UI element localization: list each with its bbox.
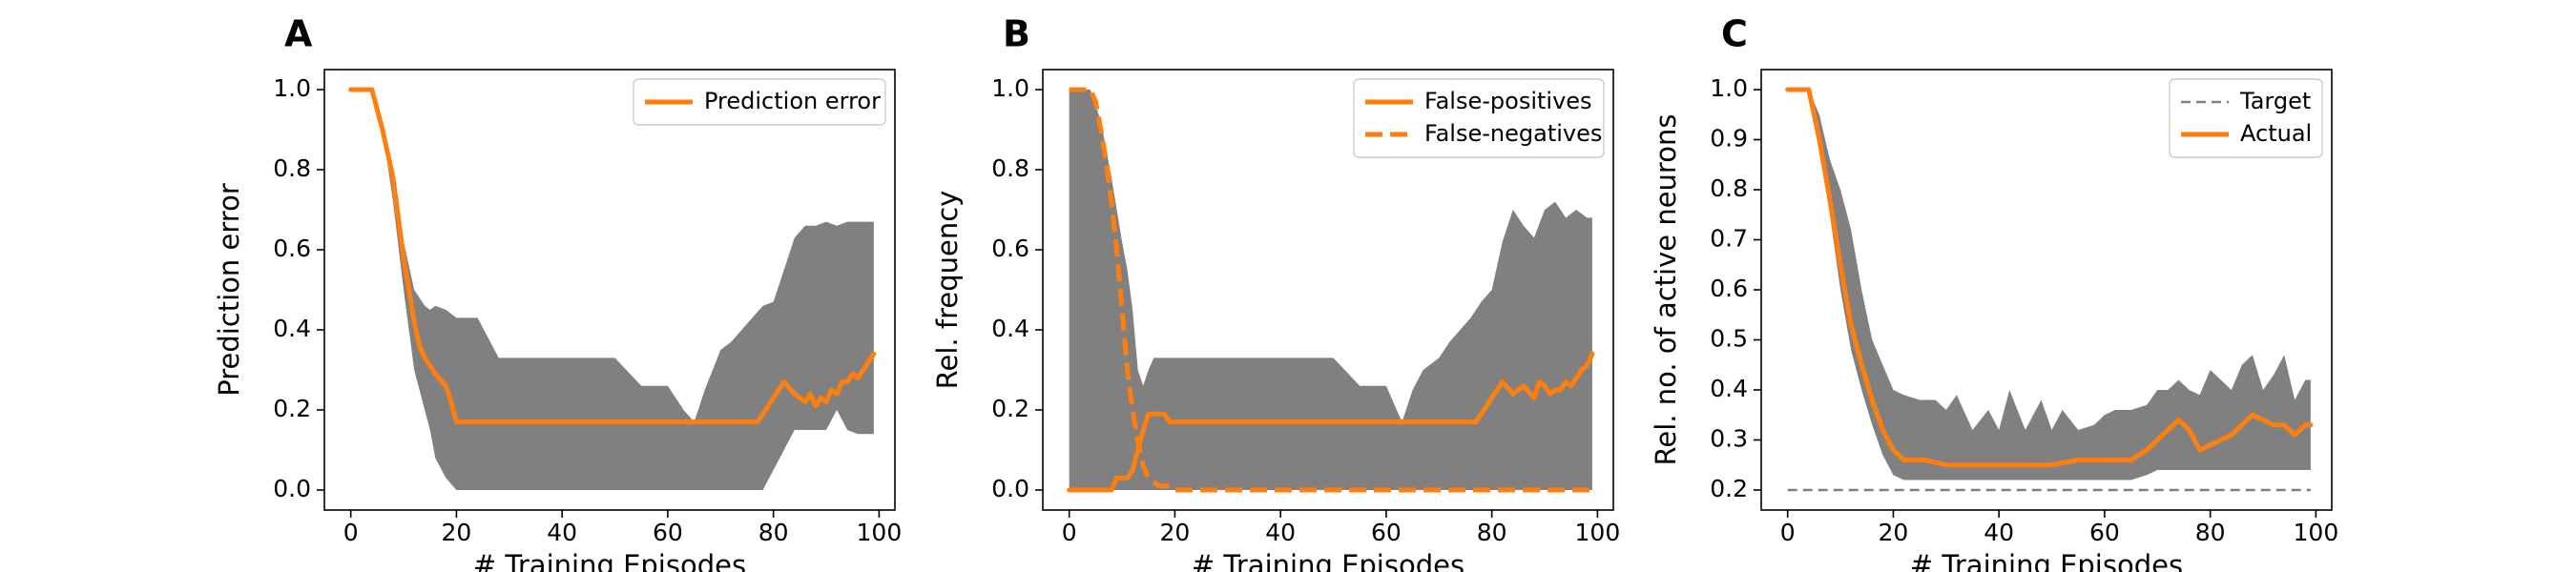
x-tick-label: 100 bbox=[2294, 519, 2339, 546]
x-tick-label: 60 bbox=[2089, 519, 2120, 546]
legend-box bbox=[1353, 78, 1605, 158]
y-tick-label: 1.0 bbox=[273, 74, 311, 102]
legend-box bbox=[633, 78, 886, 126]
legend-label: Actual bbox=[2240, 120, 2312, 147]
y-tick-label: 0.6 bbox=[273, 235, 311, 262]
legend-label: False-negatives bbox=[1424, 120, 1602, 147]
y-tick-label: 0.0 bbox=[273, 475, 311, 502]
y-tick-label: 0.4 bbox=[1710, 375, 1748, 402]
legend-box bbox=[2169, 78, 2323, 158]
x-tick-label: 80 bbox=[758, 519, 789, 546]
y-tick-label: 0.7 bbox=[1710, 225, 1748, 253]
x-tick-label: 80 bbox=[2195, 519, 2226, 546]
x-tick-label: 0 bbox=[343, 519, 359, 546]
x-tick-label: 80 bbox=[1477, 519, 1507, 546]
x-axis-label: # Training Episodes bbox=[1910, 549, 2183, 572]
legend-label: Target bbox=[2239, 88, 2311, 114]
y-tick-label: 0.2 bbox=[1710, 475, 1748, 502]
x-tick-label: 60 bbox=[1371, 519, 1402, 546]
y-tick-label: 0.3 bbox=[1710, 425, 1748, 453]
legend: Target Actual bbox=[2169, 78, 2323, 158]
chart-panel-a: A 0 20 40 60 80 100 0.0 0.2 0.4 0.6 0.8 1.0 # Trainin… bbox=[213, 13, 902, 572]
y-tick-label: 0.6 bbox=[1710, 275, 1748, 302]
y-axis-label: Prediction error bbox=[213, 183, 245, 397]
y-tick-label: 0.8 bbox=[991, 154, 1029, 182]
y-tick-label: 0.2 bbox=[991, 395, 1029, 422]
panel-letter: A bbox=[284, 13, 313, 55]
x-tick-label: 100 bbox=[1575, 519, 1621, 546]
y-axis-label: Rel. frequency bbox=[931, 191, 964, 390]
legend-label: False-positives bbox=[1424, 88, 1592, 114]
x-tick-label: 0 bbox=[1780, 519, 1796, 546]
y-tick-label: 0.9 bbox=[1710, 125, 1748, 153]
x-tick-label: 20 bbox=[442, 519, 472, 546]
y-tick-label: 0.5 bbox=[1710, 325, 1748, 353]
x-tick-label: 40 bbox=[1265, 519, 1296, 546]
panel-letter: B bbox=[1003, 13, 1030, 55]
x-tick-label: 100 bbox=[857, 519, 903, 546]
axes-frame bbox=[1042, 69, 1614, 511]
y-tick-label: 0.4 bbox=[991, 315, 1029, 342]
y-tick-label: 0.4 bbox=[273, 315, 311, 342]
x-tick-label: 20 bbox=[1879, 519, 1909, 546]
x-tick-label: 40 bbox=[1984, 519, 2014, 546]
plot-area bbox=[1067, 87, 1595, 493]
series-line-2 bbox=[1785, 87, 2314, 468]
confidence-band bbox=[1069, 90, 1592, 490]
series-line-2 bbox=[1069, 87, 1592, 493]
legend: Prediction error bbox=[633, 78, 886, 126]
x-tick-label: 20 bbox=[1160, 519, 1191, 546]
y-tick-label: 1.0 bbox=[1710, 74, 1748, 102]
y-tick-label: 0.0 bbox=[991, 475, 1029, 502]
plot-area bbox=[1785, 87, 2314, 492]
y-tick-label: 0.2 bbox=[273, 395, 311, 422]
x-tick-label: 40 bbox=[547, 519, 577, 546]
y-tick-label: 1.0 bbox=[991, 74, 1029, 102]
y-tick-label: 0.6 bbox=[991, 235, 1029, 262]
x-tick-label: 60 bbox=[653, 519, 683, 546]
chart-panel-b: B 0 20 40 60 80 100 0.0 0.2 0.4 0.6 0.8 1.0 # Trainin… bbox=[931, 13, 1620, 572]
plot-area bbox=[348, 87, 877, 490]
panel-letter: C bbox=[1721, 13, 1748, 55]
x-axis-label: # Training Episodes bbox=[473, 549, 746, 572]
x-axis-label: # Training Episodes bbox=[1192, 549, 1465, 572]
y-tick-label: 0.8 bbox=[1710, 174, 1748, 202]
y-axis-label: Rel. no. of active neurons bbox=[1650, 114, 1682, 466]
axes-frame bbox=[323, 69, 896, 511]
y-tick-label: 0.8 bbox=[273, 154, 311, 182]
series-line-1 bbox=[348, 87, 877, 425]
confidence-band bbox=[1787, 90, 2311, 480]
legend-label: Prediction error bbox=[704, 88, 881, 114]
legend: False-positives False-negatives bbox=[1353, 78, 1605, 158]
chart-panel-c: C 0 20 40 60 80 100 0.2 0.3 0.4 0.5 0.6 0.7 0.8 0.9 1.0… bbox=[1650, 13, 2338, 572]
x-tick-label: 0 bbox=[1062, 519, 1077, 546]
confidence-band bbox=[350, 90, 874, 490]
